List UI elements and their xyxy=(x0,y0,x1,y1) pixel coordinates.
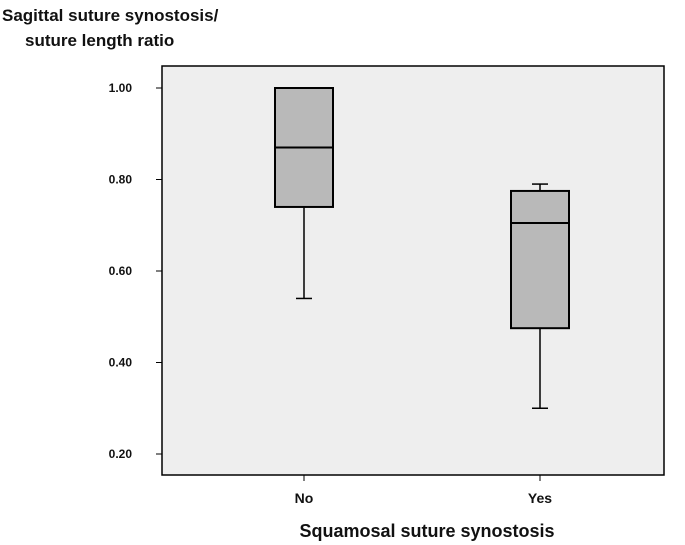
y-axis-label-line-1: Sagittal suture synostosis/ xyxy=(2,6,219,25)
x-tick-label-no: No xyxy=(295,490,314,506)
x-tick-label-yes: Yes xyxy=(528,490,552,506)
y-tick-label: 0.60 xyxy=(109,264,133,278)
box-yes xyxy=(510,183,570,409)
y-axis-label-line-2: suture length ratio xyxy=(25,31,174,50)
box-no xyxy=(274,87,334,300)
box-iqr xyxy=(510,189,570,330)
x-axis-ticks: No Yes xyxy=(295,475,552,506)
boxplots xyxy=(274,87,570,409)
y-tick-label: 0.80 xyxy=(109,173,133,187)
y-tick-label: 1.00 xyxy=(109,81,133,95)
y-tick-label: 0.40 xyxy=(109,356,133,370)
y-tick-label: 0.20 xyxy=(109,447,133,461)
x-axis-label: Squamosal suture synostosis xyxy=(299,521,554,541)
y-axis-ticks: 1.00 0.80 0.60 0.40 0.20 xyxy=(109,81,162,461)
plot-area xyxy=(161,65,665,476)
